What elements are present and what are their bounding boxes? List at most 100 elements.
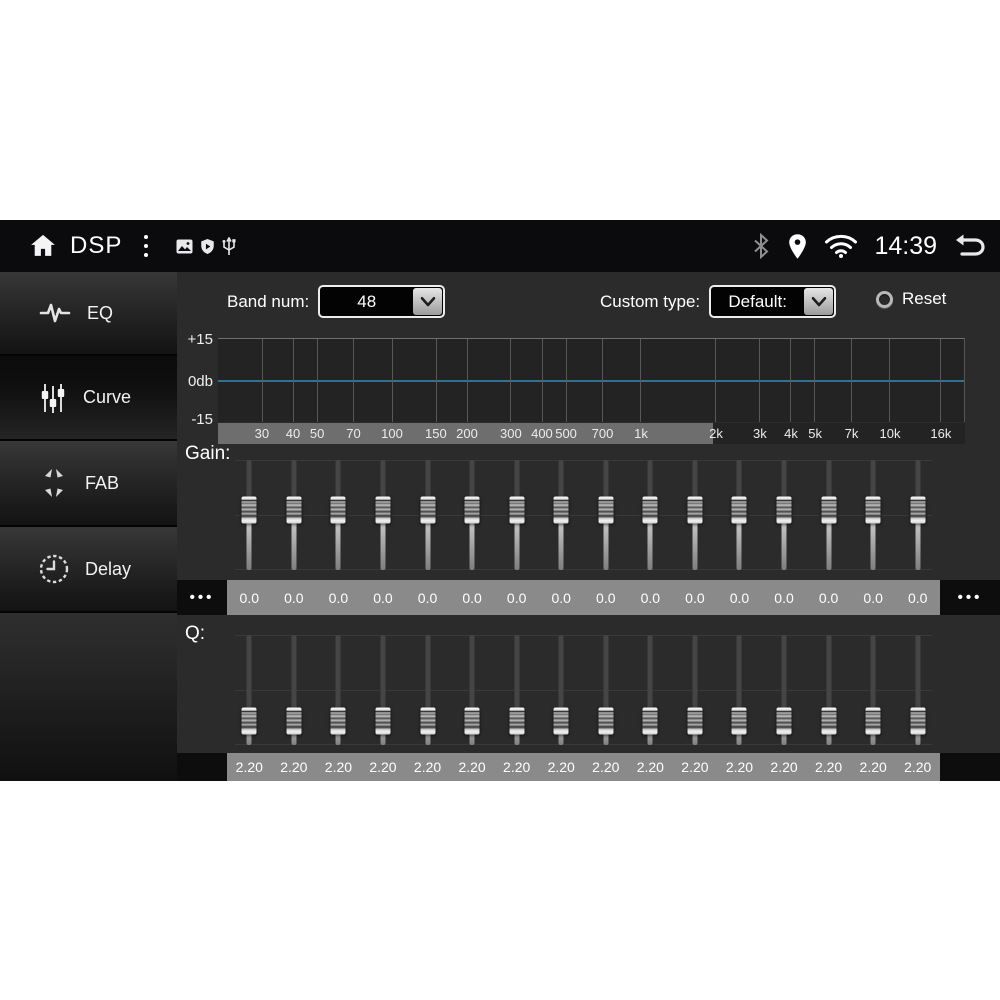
sidebar-item-fab[interactable]: FAB (0, 441, 177, 527)
q-slider[interactable] (895, 630, 940, 750)
scroll-more-left[interactable]: ••• (189, 589, 215, 606)
freq-tick-label: 700 (591, 426, 614, 441)
overflow-menu-icon[interactable] (138, 231, 154, 261)
gain-slider[interactable] (895, 455, 940, 575)
sidebar-item-delay[interactable]: Delay (0, 527, 177, 613)
slider-thumb[interactable] (687, 496, 703, 524)
eq-graph: +15 0db -15 30 40 50 70 100 150 200 300 400 500 70… (177, 330, 1000, 444)
q-slider[interactable] (806, 630, 851, 750)
eq-plot (218, 338, 965, 422)
gain-slider[interactable] (673, 455, 718, 575)
gain-slider[interactable] (717, 455, 762, 575)
scroll-more-right[interactable]: ••• (957, 589, 983, 606)
q-slider[interactable] (628, 630, 673, 750)
slider-thumb[interactable] (821, 707, 837, 735)
q-value: 2.20 (814, 759, 843, 775)
q-slider[interactable] (494, 630, 539, 750)
grid-line (889, 339, 891, 422)
slider-thumb[interactable] (330, 496, 346, 524)
gain-value: 0.0 (328, 589, 349, 606)
slider-thumb[interactable] (241, 707, 257, 735)
slider-thumb[interactable] (330, 707, 346, 735)
grid-line (715, 339, 717, 422)
q-slider[interactable] (673, 630, 718, 750)
gain-slider[interactable] (494, 455, 539, 575)
reset-radio[interactable] (876, 290, 893, 308)
q-slider[interactable] (851, 630, 896, 750)
gain-slider[interactable] (584, 455, 629, 575)
slider-thumb[interactable] (642, 707, 658, 735)
gain-slider[interactable] (405, 455, 450, 575)
slider-thumb[interactable] (865, 707, 881, 735)
gain-slider[interactable] (806, 455, 851, 575)
gain-slider[interactable] (227, 455, 272, 575)
chevron-down-icon[interactable] (804, 288, 834, 315)
q-slider[interactable] (272, 630, 317, 750)
slider-thumb[interactable] (509, 496, 525, 524)
q-slider[interactable] (405, 630, 450, 750)
q-slider[interactable] (227, 630, 272, 750)
scale-line (235, 515, 932, 516)
q-slider[interactable] (316, 630, 361, 750)
q-value: 2.20 (503, 759, 531, 775)
slider-thumb[interactable] (464, 496, 480, 524)
slider-thumb[interactable] (553, 707, 569, 735)
slider-thumb[interactable] (598, 707, 614, 735)
slider-thumb[interactable] (910, 496, 926, 524)
gain-slider[interactable] (851, 455, 896, 575)
slider-thumb[interactable] (286, 496, 302, 524)
slider-thumb[interactable] (420, 707, 436, 735)
bluetooth-icon (751, 233, 771, 259)
q-slider[interactable] (584, 630, 629, 750)
slider-thumb[interactable] (731, 496, 747, 524)
page-title: DSP (70, 232, 123, 259)
slider-thumb[interactable] (821, 496, 837, 524)
grid-line (939, 339, 941, 422)
slider-thumb[interactable] (865, 496, 881, 524)
slider-thumb[interactable] (420, 496, 436, 524)
gain-slider[interactable] (450, 455, 495, 575)
q-slider[interactable] (717, 630, 762, 750)
gain-slider[interactable] (272, 455, 317, 575)
slider-thumb[interactable] (553, 496, 569, 524)
slider-thumb[interactable] (731, 707, 747, 735)
sidebar-item-curve[interactable]: Curve (0, 356, 177, 441)
q-slider[interactable] (450, 630, 495, 750)
slider-thumb[interactable] (241, 496, 257, 524)
grid-line (353, 339, 355, 422)
gain-value: 0.0 (506, 589, 527, 606)
slider-thumb[interactable] (642, 496, 658, 524)
slider-thumb[interactable] (776, 707, 792, 735)
gain-slider[interactable] (539, 455, 584, 575)
gain-slider[interactable] (316, 455, 361, 575)
custom-type-dropdown[interactable]: Default: (709, 285, 837, 318)
slider-thumb[interactable] (509, 707, 525, 735)
band-num-dropdown[interactable]: 48 (318, 285, 446, 318)
q-slider[interactable] (539, 630, 584, 750)
scale-line (235, 635, 932, 636)
slider-thumb[interactable] (687, 707, 703, 735)
back-icon[interactable] (953, 233, 986, 259)
sidebar-item-eq[interactable]: EQ (0, 272, 177, 356)
slider-thumb[interactable] (910, 707, 926, 735)
grid-line (601, 339, 603, 422)
slider-thumb[interactable] (464, 707, 480, 735)
freq-tick-label: 1k (634, 426, 648, 441)
slider-thumb[interactable] (375, 707, 391, 735)
slider-thumb[interactable] (776, 496, 792, 524)
chevron-down-icon[interactable] (413, 288, 443, 315)
q-slider[interactable] (361, 630, 406, 750)
slider-thumb[interactable] (375, 496, 391, 524)
slider-thumb[interactable] (598, 496, 614, 524)
grid-line (759, 339, 761, 422)
gain-slider[interactable] (361, 455, 406, 575)
gain-slider[interactable] (762, 455, 807, 575)
freq-axis: 30 40 50 70 100 150 200 300 400 500 700 1k 2k 3k 4k 5k 7… (218, 423, 965, 444)
q-value: 2.20 (636, 759, 664, 775)
gain-slider[interactable] (628, 455, 673, 575)
q-slider[interactable] (762, 630, 807, 750)
top-bar: DSP (0, 220, 1000, 272)
home-icon[interactable] (28, 232, 58, 260)
slider-thumb[interactable] (286, 707, 302, 735)
